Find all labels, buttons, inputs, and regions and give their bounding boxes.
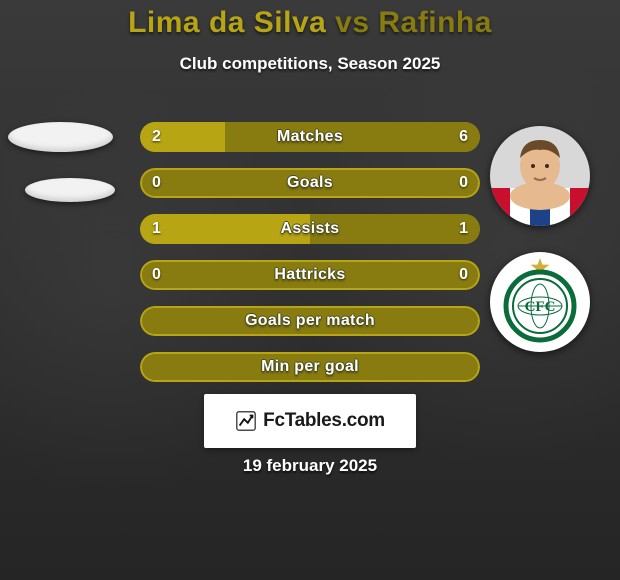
fctables-name: FcTables: [263, 410, 342, 431]
fctables-brand: FcTables.com: [263, 410, 385, 432]
club-crest-svg: CFC: [490, 252, 590, 352]
subtitle: Club competitions, Season 2025: [0, 54, 620, 74]
stat-row: Goals per match: [140, 306, 480, 336]
stat-value-left: 0: [152, 168, 161, 198]
club-crest-avatar: CFC: [490, 252, 590, 352]
fctables-suffix: .com: [342, 410, 385, 431]
crest-letters: CFC: [525, 299, 556, 315]
page-title: Lima da Silva vs Rafinha: [0, 6, 620, 40]
stat-value-left: 0: [152, 260, 161, 290]
left-oval: [8, 122, 113, 152]
stat-label: Assists: [140, 214, 480, 244]
stat-row: Hattricks0 0: [140, 260, 480, 290]
stat-value-right: 6: [459, 122, 468, 152]
title-player1: Lima da Silva: [128, 6, 326, 39]
stat-value-right: 0: [459, 168, 468, 198]
stat-value-left: 1: [152, 214, 161, 244]
date-text: 19 february 2025: [0, 456, 620, 476]
stat-value-right: 1: [459, 214, 468, 244]
stat-label: Goals: [140, 168, 480, 198]
title-vs: vs: [326, 6, 378, 39]
player2-avatar-svg: [490, 126, 590, 226]
stat-label: Matches: [140, 122, 480, 152]
infographic: Lima da Silva vs Rafinha Club competitio…: [0, 0, 620, 580]
fctables-card: FcTables.com: [204, 394, 416, 448]
stat-row: Goals0 0: [140, 168, 480, 198]
player2-avatar: [490, 126, 590, 226]
stat-value-left: 2: [152, 122, 161, 152]
stat-label: Goals per match: [140, 306, 480, 336]
stat-value-right: 0: [459, 260, 468, 290]
title-player2: Rafinha: [378, 6, 492, 39]
left-oval: [25, 178, 115, 202]
stat-row: Assists1 1: [140, 214, 480, 244]
stat-row: Min per goal: [140, 352, 480, 382]
chart-line-icon: [235, 410, 257, 432]
stat-label: Hattricks: [140, 260, 480, 290]
stat-label: Min per goal: [140, 352, 480, 382]
stat-row: Matches2 6: [140, 122, 480, 152]
stats-block: Matches26Goals00Assists11Hattricks00Goal…: [140, 122, 480, 398]
